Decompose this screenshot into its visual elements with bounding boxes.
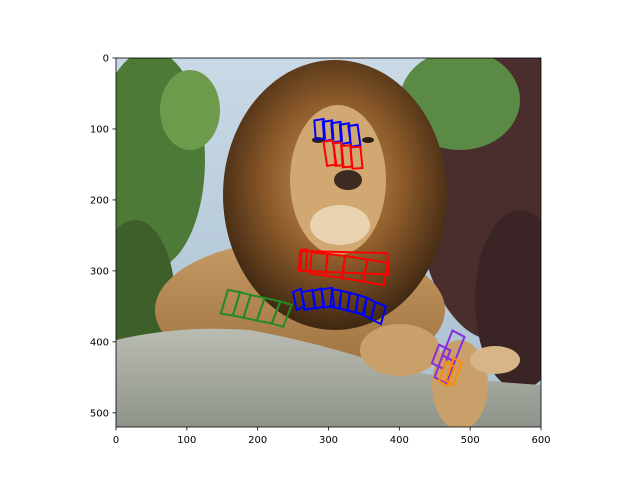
photo	[116, 58, 541, 427]
x-tick-label: 500	[461, 435, 480, 446]
x-tick-label: 400	[390, 435, 409, 446]
annotation-boxes	[219, 117, 466, 388]
y-tick-label: 400	[90, 337, 109, 348]
y-tick-label: 300	[90, 266, 109, 277]
annotation-box	[320, 286, 336, 309]
x-tick-label: 300	[319, 435, 338, 446]
annotation-box	[349, 145, 364, 170]
y-axis: 0 100 200 300 400 500	[90, 54, 116, 419]
y-tick-label: 100	[90, 124, 109, 135]
y-tick-label: 0	[103, 54, 109, 65]
x-axis: 0 100 200 300 400 500 600	[113, 427, 551, 446]
x-tick-label: 200	[248, 435, 267, 446]
x-tick-label: 100	[177, 435, 196, 446]
annotation-box	[347, 123, 362, 148]
annotation-box	[433, 353, 456, 386]
x-tick-label: 600	[531, 435, 550, 446]
annotation-box	[444, 356, 463, 387]
annotation-box	[369, 300, 388, 326]
y-tick-label: 200	[90, 195, 109, 206]
annotation-box	[297, 249, 390, 276]
annotation-box	[437, 360, 456, 388]
y-tick-label: 500	[90, 408, 109, 419]
x-tick-label: 0	[113, 435, 119, 446]
annotation-box	[270, 300, 293, 329]
annotation-box	[362, 258, 390, 287]
